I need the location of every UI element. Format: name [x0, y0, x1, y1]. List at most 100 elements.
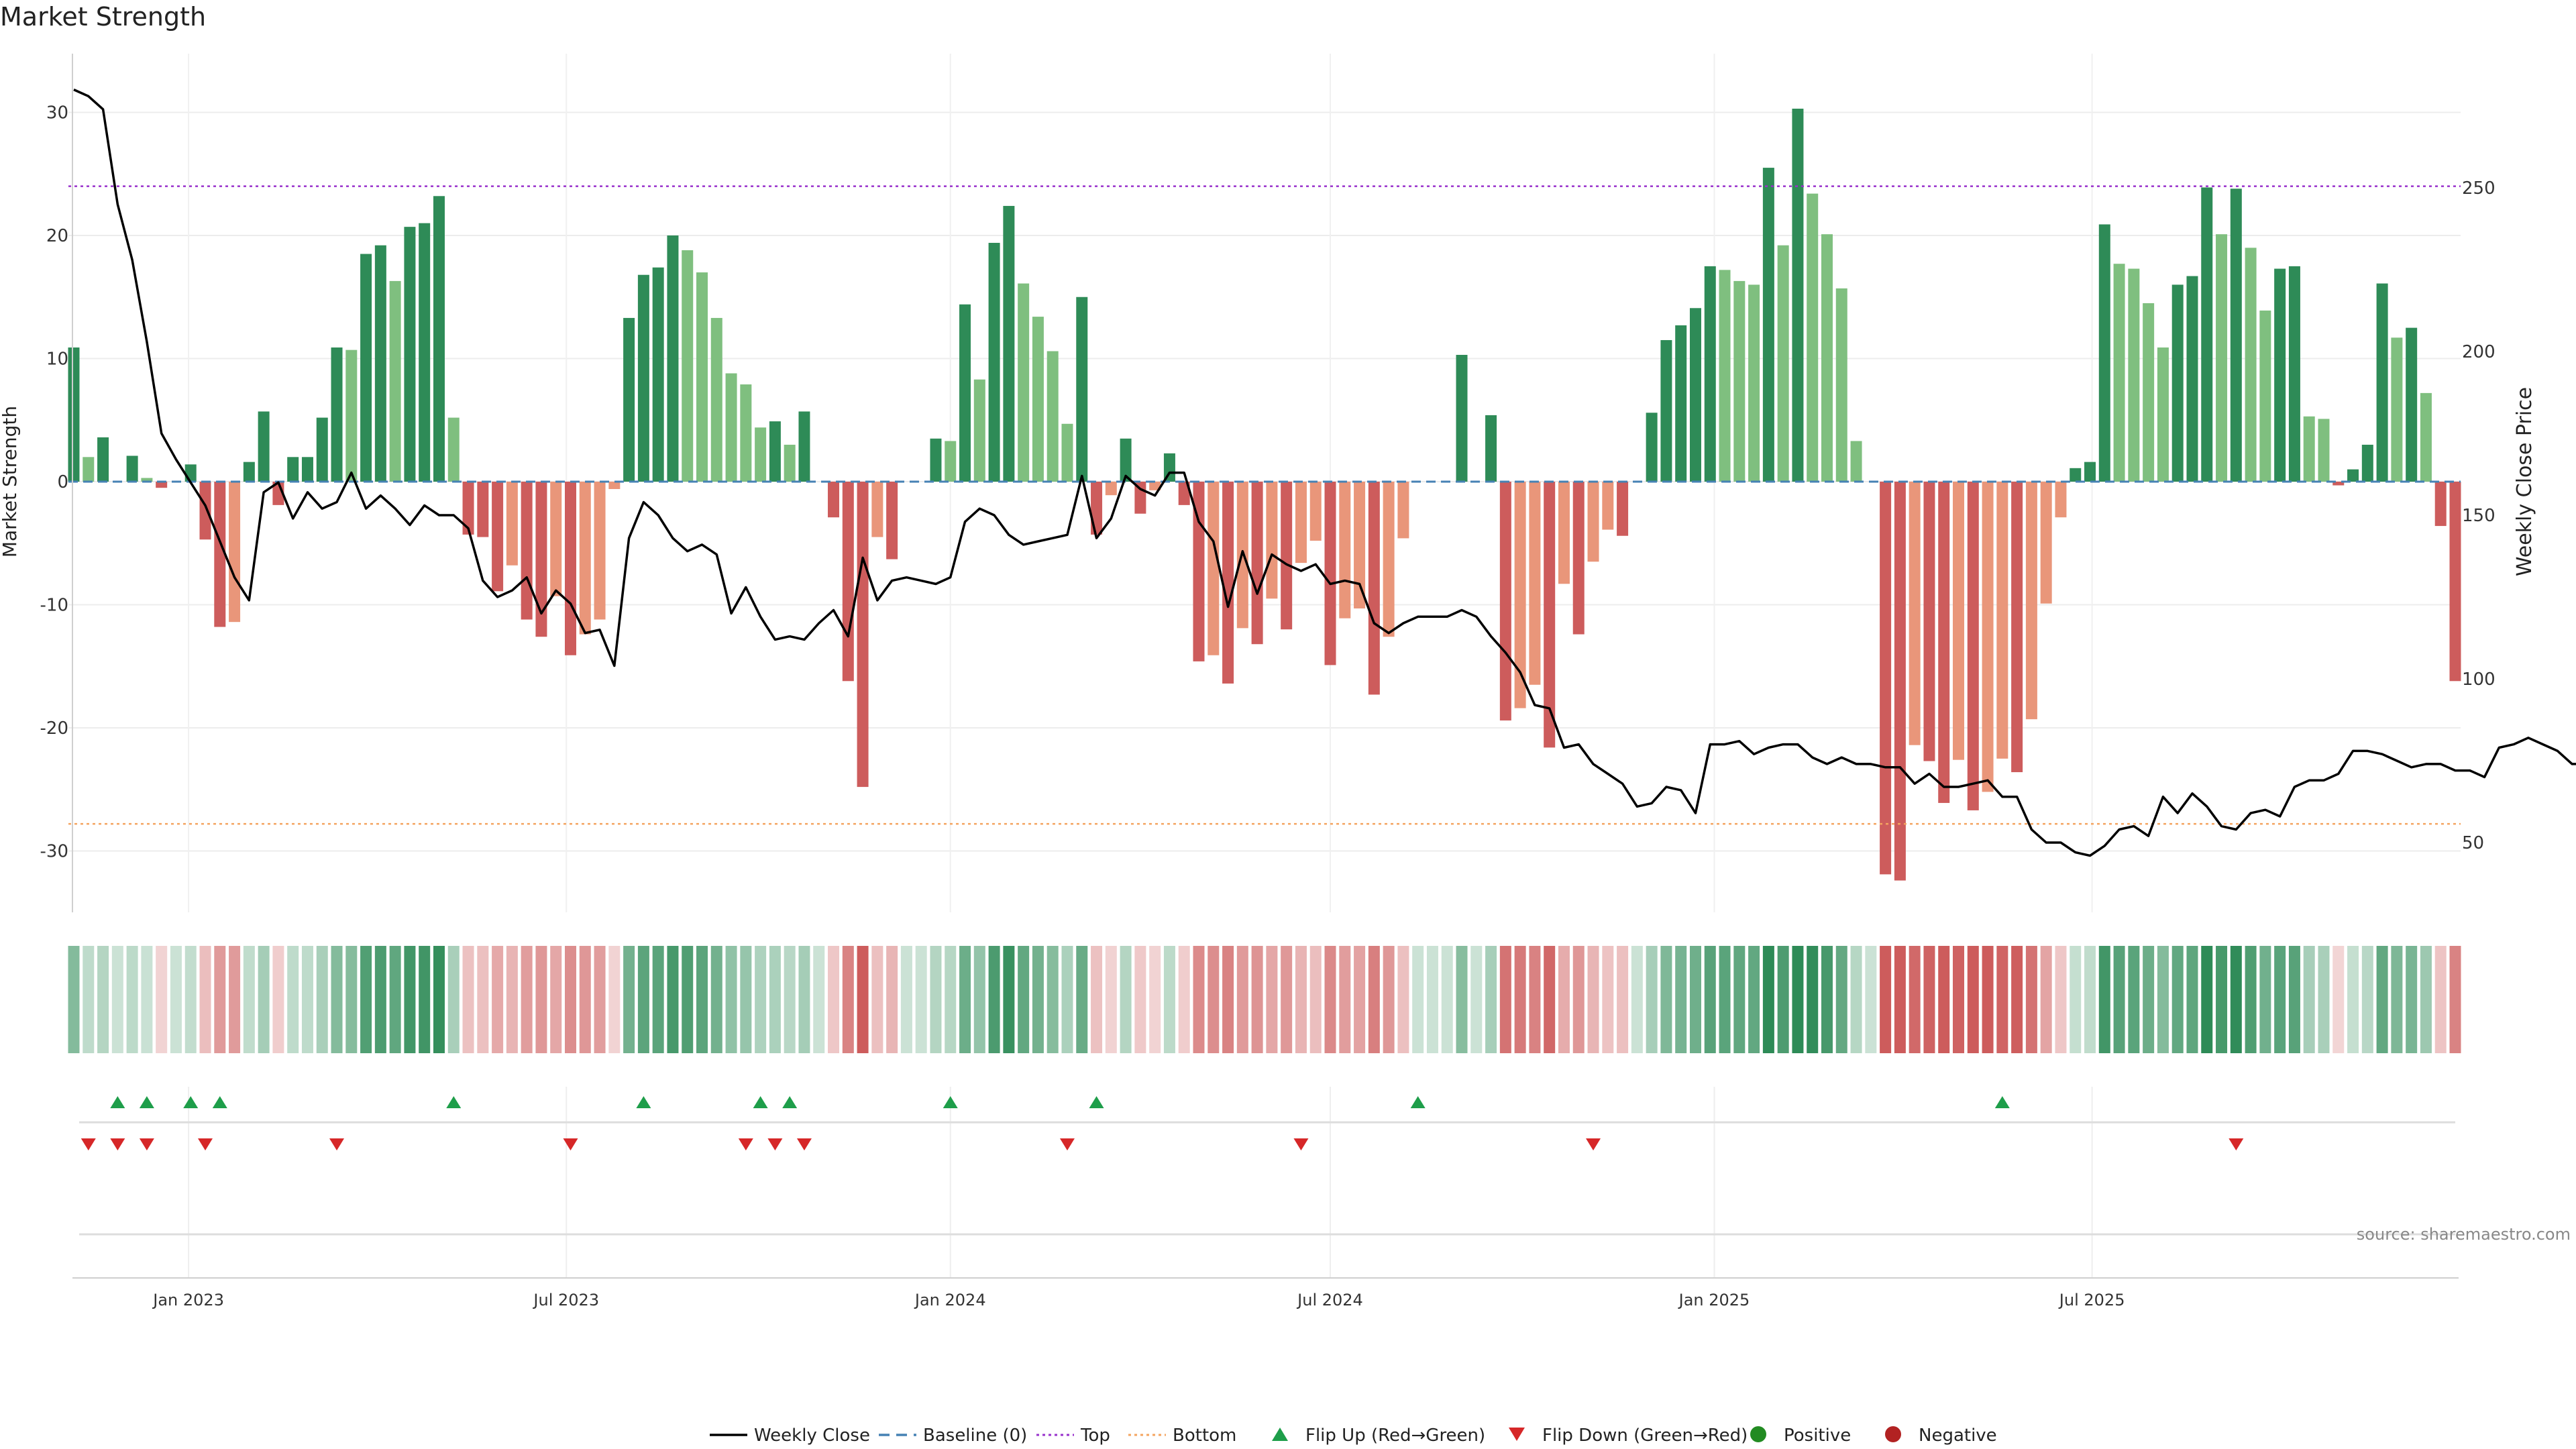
heat-cell — [199, 946, 211, 1053]
strength-bar — [594, 482, 606, 620]
strength-bar — [1675, 325, 1687, 482]
heat-cell — [316, 946, 328, 1053]
strength-bar — [1646, 413, 1658, 482]
heat-cell — [1499, 946, 1511, 1053]
heat-cell — [462, 946, 474, 1053]
strength-bar — [2230, 189, 2242, 482]
strength-bar — [1295, 482, 1307, 564]
strength-bars — [68, 108, 2461, 881]
heat-cell — [784, 946, 796, 1053]
strength-bar — [1953, 482, 1965, 760]
heat-cell — [1368, 946, 1380, 1053]
strength-bar — [1572, 482, 1585, 635]
strength-bar — [1880, 482, 1892, 875]
strength-bar — [710, 317, 722, 482]
strength-bar — [828, 482, 840, 518]
heat-cell — [2376, 946, 2388, 1053]
strength-bar — [404, 227, 416, 482]
heat-cell — [1061, 946, 1073, 1053]
flip-up-marker — [1410, 1096, 1426, 1108]
strength-bar — [1938, 482, 1950, 803]
heat-cell — [2055, 946, 2067, 1053]
flip-down-marker — [796, 1138, 812, 1150]
strength-bar — [959, 304, 971, 482]
heat-cell — [1544, 946, 1556, 1053]
legend-item: Flip Down (Green→Red) — [1509, 1426, 1748, 1446]
y-right-tick-label: 250 — [2462, 178, 2496, 199]
heat-cell — [1719, 946, 1731, 1053]
strength-bar — [156, 482, 168, 488]
source-note: source: sharemaestro.com — [2357, 1225, 2571, 1244]
strength-bar — [1324, 482, 1336, 665]
strength-bar — [1018, 283, 1030, 482]
strength-bar — [126, 455, 138, 482]
heat-cell — [1134, 946, 1146, 1053]
strength-bar — [637, 274, 649, 482]
heat-cell — [1587, 946, 1599, 1053]
heat-cell — [740, 946, 752, 1053]
strength-bar — [199, 482, 211, 540]
heat-cell — [258, 946, 270, 1053]
heat-cell — [2201, 946, 2213, 1053]
heat-cell — [813, 946, 825, 1053]
heat-cell — [1777, 946, 1789, 1053]
heat-cell — [915, 946, 927, 1053]
strength-bar — [214, 482, 226, 627]
strength-bar — [1456, 354, 1468, 482]
heat-cell — [1309, 946, 1322, 1053]
heat-cell — [1558, 946, 1570, 1053]
heat-cell — [623, 946, 635, 1053]
y-right-tick-label: 100 — [2462, 669, 2496, 690]
strength-bar — [842, 482, 854, 682]
y-left-axis-label: Market Strength — [0, 406, 21, 557]
legend-item: Flip Up (Red→Green) — [1272, 1426, 1485, 1446]
heat-cell — [2070, 946, 2082, 1053]
strength-bar — [769, 421, 781, 482]
flip-down-marker — [110, 1138, 125, 1150]
strength-bar — [579, 482, 591, 635]
heat-cell — [1909, 946, 1921, 1053]
flip-down-marker — [329, 1138, 345, 1150]
heat-cell — [564, 946, 576, 1053]
weekly-close-line — [73, 89, 2576, 857]
strength-bar — [1558, 482, 1570, 584]
strength-bar — [1792, 108, 1804, 482]
legend-item: Positive — [1750, 1426, 1851, 1446]
strength-bar — [1529, 482, 1541, 685]
heat-cell — [1631, 946, 1643, 1053]
heat-cell — [2303, 946, 2315, 1053]
heat-cell — [1923, 946, 1935, 1053]
heat-cell — [550, 946, 562, 1053]
heat-cell — [1076, 946, 1088, 1053]
flip-up-marker — [139, 1096, 154, 1108]
heat-cell — [2288, 946, 2300, 1053]
strength-bar — [492, 482, 504, 592]
chart-title: Market Strength — [0, 2, 206, 32]
heat-cell — [1485, 946, 1497, 1053]
strength-bar — [1046, 351, 1059, 482]
strength-heat-strip — [68, 946, 2461, 1053]
heat-cell — [1850, 946, 1862, 1053]
strength-bar — [2274, 268, 2286, 482]
flip-up-marker — [782, 1096, 798, 1108]
heat-cell — [798, 946, 810, 1053]
strength-bar — [2098, 224, 2110, 482]
heat-cell — [2128, 946, 2140, 1053]
heat-cell — [1748, 946, 1760, 1053]
heat-cell — [68, 946, 80, 1053]
heat-cell — [2171, 946, 2184, 1053]
heat-cell — [900, 946, 912, 1053]
legend: Weekly Close Baseline (0) Top Bottom Flip Up… — [710, 1426, 1997, 1446]
heat-cell — [1733, 946, 1746, 1053]
legend-label: Flip Down (Green→Red) — [1542, 1426, 1748, 1446]
heat-cell — [331, 946, 343, 1053]
heat-cell — [2230, 946, 2242, 1053]
heat-cell — [857, 946, 869, 1053]
heat-cell — [1704, 946, 1716, 1053]
strength-bar — [2361, 444, 2373, 482]
strength-bar — [930, 438, 942, 482]
heat-cell — [1251, 946, 1263, 1053]
heat-cell — [1324, 946, 1336, 1053]
legend-swatch-circle — [1750, 1426, 1766, 1442]
